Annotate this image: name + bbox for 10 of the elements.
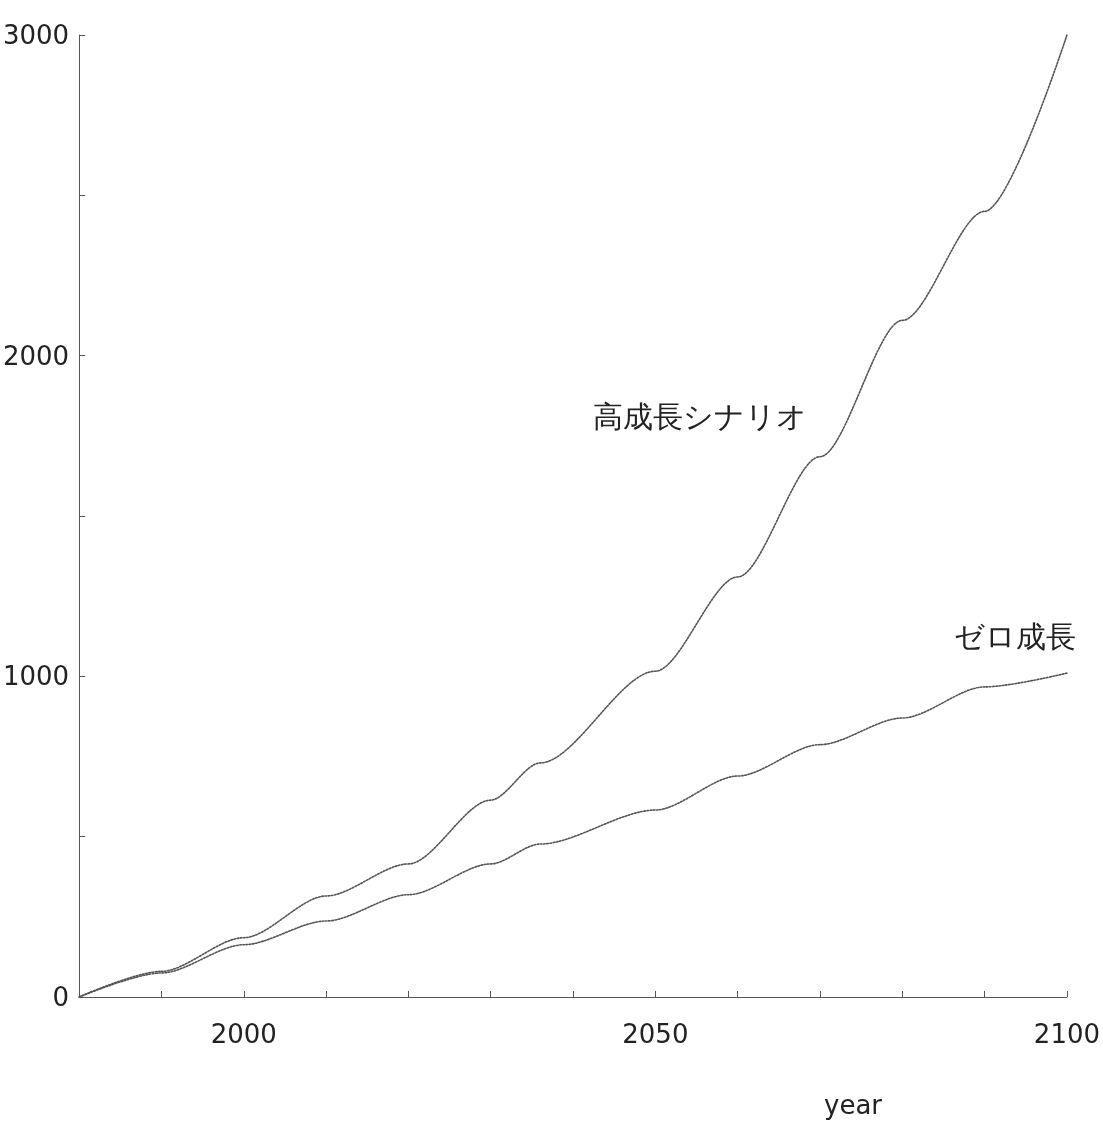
x-tick-label: 2000	[210, 1019, 277, 1049]
series-label: ゼロ成長	[953, 619, 1076, 655]
series-label: 高成長シナリオ	[592, 399, 807, 435]
y-tick-label: 0	[52, 982, 70, 1012]
y-tick-label: 1000	[3, 661, 70, 692]
y-tick-label: 2000	[3, 340, 70, 371]
x-axis-title: year	[824, 1090, 883, 1120]
x-tick-label: 2100	[1033, 1019, 1100, 1049]
y-tick-label: 3000	[3, 20, 70, 50]
x-tick-label: 2050	[622, 1019, 689, 1049]
